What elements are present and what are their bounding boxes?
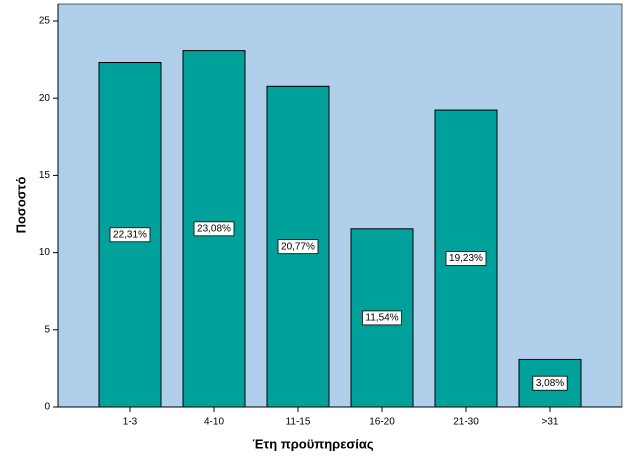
x-tick-label: 16-20 — [369, 417, 395, 428]
x-tick-label: 11-15 — [286, 417, 311, 428]
value-label: 20,77% — [281, 241, 315, 252]
value-label: 23,08% — [197, 223, 231, 234]
y-axis-title: Ποσοστό — [13, 177, 28, 234]
value-label-box — [277, 239, 319, 255]
y-tick-label: 10 — [39, 247, 51, 258]
x-tick-label: >31 — [542, 417, 559, 428]
x-tick-label: 21-30 — [453, 417, 479, 428]
value-label-box — [193, 221, 235, 237]
value-label: 19,23% — [449, 253, 483, 264]
x-tick-label: 1-3 — [123, 417, 138, 428]
value-label-box — [445, 251, 487, 266]
y-tick-label: 15 — [39, 170, 51, 181]
value-label-box — [532, 375, 568, 391]
value-label: 22,31% — [113, 229, 147, 240]
value-label: 11,54% — [365, 313, 398, 324]
x-tick-label: 4-10 — [204, 417, 224, 428]
value-label: 3,08% — [536, 378, 564, 389]
y-tick-label: 5 — [44, 324, 50, 335]
y-tick-label: 20 — [39, 93, 51, 104]
value-label-box — [109, 227, 151, 243]
x-axis-title: Έτη προϋπηρεσίας — [252, 436, 374, 451]
y-tick-label: 25 — [39, 16, 51, 27]
value-label-box — [362, 310, 402, 326]
y-tick-label: 0 — [44, 402, 50, 413]
plot-area: 0 5 10 15 20 25 1-3 22,31% 4-10 23,08% 11-15 20,77%… — [39, 3, 623, 428]
